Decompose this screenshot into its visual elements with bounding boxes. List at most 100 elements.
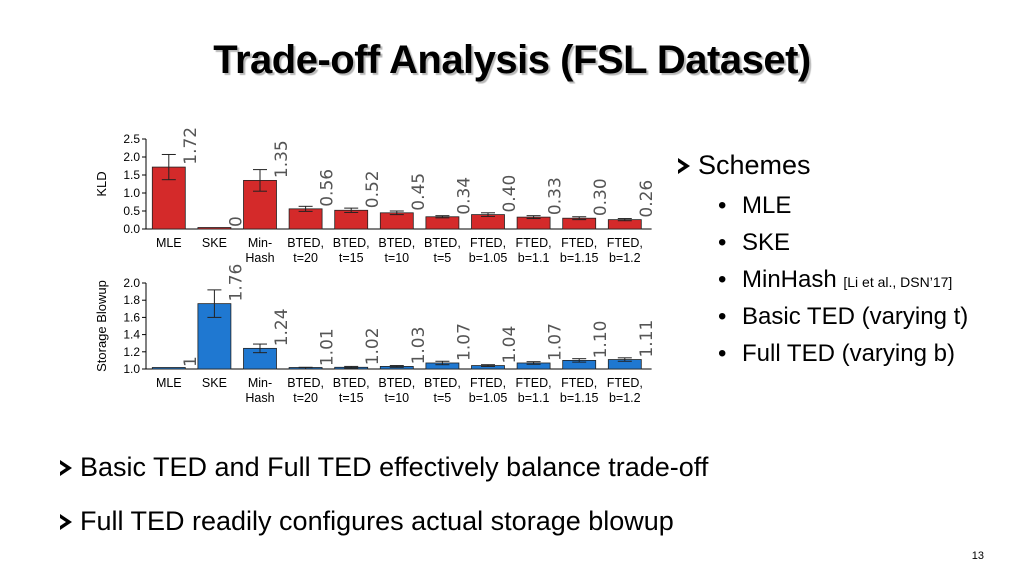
- category-label: BTED,: [424, 236, 461, 250]
- bar: [379, 212, 414, 230]
- scheme-item: Full TED (varying b): [718, 335, 968, 372]
- y-axis-label: KLD: [94, 171, 109, 196]
- scheme-item: Basic TED (varying t): [718, 298, 968, 335]
- value-label: 0.30: [591, 178, 611, 216]
- page-number: 13: [971, 550, 984, 562]
- category-label: t=15: [339, 251, 364, 265]
- y-tick-label: 1.5: [123, 168, 140, 182]
- category-label: Min-: [248, 236, 272, 250]
- category-label: BTED,: [287, 376, 324, 390]
- schemes-panel: Schemes MLE SKE MinHash [Li et al., DSN’…: [678, 150, 968, 372]
- category-label: FTED,: [516, 376, 552, 390]
- category-label: FTED,: [470, 236, 506, 250]
- category-label: b=1.1: [518, 251, 550, 265]
- value-label: 1.76: [226, 264, 246, 302]
- y-tick-label: 1.8: [123, 293, 140, 307]
- category-label: t=5: [434, 391, 452, 405]
- category-label: t=15: [339, 391, 364, 405]
- bar: [288, 208, 323, 230]
- category-label: MLE: [156, 376, 182, 390]
- y-tick-label: 2.0: [123, 150, 140, 164]
- value-label: 1.24: [272, 308, 292, 346]
- category-label: FTED,: [561, 376, 597, 390]
- value-label: 0.33: [546, 177, 566, 215]
- y-tick-label: 0.5: [123, 204, 140, 218]
- category-label: FTED,: [470, 376, 506, 390]
- y-tick-label: 1.2: [123, 345, 140, 359]
- category-label: b=1.2: [609, 251, 641, 265]
- category-label: BTED,: [424, 376, 461, 390]
- value-label: 0: [226, 216, 246, 227]
- storage-blowup-chart: 1.0 1.2 1.4 1.6 1.8 2.0 Storage Blowup 1 MLE 1.76…: [94, 264, 657, 405]
- category-label: FTED,: [607, 376, 643, 390]
- value-label: 1.02: [363, 327, 383, 365]
- value-label: 1.03: [409, 327, 429, 365]
- category-label: Hash: [245, 251, 274, 265]
- category-label: SKE: [202, 376, 227, 390]
- value-label: 1.07: [546, 323, 566, 361]
- bar: [197, 227, 232, 230]
- value-label: 0.52: [363, 170, 383, 208]
- schemes-list: MLE SKE MinHash [Li et al., DSN’17] Basi…: [678, 187, 968, 372]
- value-label: 1.01: [318, 328, 338, 366]
- value-label: 0.26: [637, 180, 657, 218]
- category-label: b=1.05: [469, 251, 508, 265]
- category-label: t=10: [384, 251, 409, 265]
- arrow-bullet-icon: [60, 459, 72, 476]
- category-label: SKE: [202, 236, 227, 250]
- y-tick-label: 1.0: [123, 186, 140, 200]
- category-label: t=20: [293, 391, 318, 405]
- value-label: 0.40: [500, 175, 520, 213]
- y-tick-label: 1.4: [123, 328, 140, 342]
- category-label: BTED,: [333, 236, 370, 250]
- value-label: 0.45: [409, 173, 429, 211]
- slide-title: Trade-off Analysis (FSL Dataset): [213, 38, 811, 82]
- scheme-item: SKE: [718, 224, 968, 261]
- category-label: BTED,: [378, 376, 415, 390]
- category-label: MLE: [156, 236, 182, 250]
- arrow-bullet-icon: [60, 513, 72, 530]
- category-label: b=1.15: [560, 251, 599, 265]
- category-label: t=20: [293, 251, 318, 265]
- arrow-bullet-icon: [678, 157, 690, 174]
- category-label: Min-: [248, 376, 272, 390]
- citation: [Li et al., DSN’17]: [843, 274, 953, 290]
- category-label: b=1.1: [518, 391, 550, 405]
- bullet-point: Basic TED and Full TED effectively balan…: [60, 452, 708, 483]
- y-tick-label: 1.6: [123, 310, 140, 324]
- value-label: 0.56: [318, 169, 338, 207]
- category-label: b=1.15: [560, 391, 599, 405]
- bullet-text: Full TED readily configures actual stora…: [80, 506, 674, 536]
- category-label: b=1.05: [469, 391, 508, 405]
- y-tick-label: 2.0: [123, 276, 140, 290]
- bar: [151, 367, 186, 370]
- category-label: Hash: [245, 391, 274, 405]
- bar: [425, 216, 460, 230]
- category-label: BTED,: [287, 236, 324, 250]
- y-axis-label: Storage Blowup: [94, 280, 109, 372]
- schemes-heading-text: Schemes: [698, 150, 811, 180]
- value-label: 0.34: [454, 177, 474, 215]
- value-label: 1.35: [272, 140, 292, 178]
- category-label: b=1.2: [609, 391, 641, 405]
- schemes-heading: Schemes: [678, 150, 968, 181]
- category-label: BTED,: [378, 236, 415, 250]
- category-label: t=10: [384, 391, 409, 405]
- y-tick-label: 1.0: [123, 362, 140, 376]
- scheme-item: MinHash [Li et al., DSN’17]: [718, 261, 968, 298]
- value-label: 1.72: [181, 127, 201, 165]
- category-label: FTED,: [561, 236, 597, 250]
- value-label: 1.11: [637, 320, 657, 358]
- category-label: FTED,: [516, 236, 552, 250]
- value-label: 1.04: [500, 326, 520, 364]
- value-label: 1.07: [454, 323, 474, 361]
- category-label: FTED,: [607, 236, 643, 250]
- category-label: BTED,: [333, 376, 370, 390]
- scheme-item: MLE: [718, 187, 968, 224]
- bullet-point: Full TED readily configures actual stora…: [60, 506, 674, 537]
- bullet-text: Basic TED and Full TED effectively balan…: [80, 452, 709, 482]
- value-label: 1: [181, 356, 201, 367]
- bar: [334, 209, 369, 230]
- value-label: 1.10: [591, 321, 611, 359]
